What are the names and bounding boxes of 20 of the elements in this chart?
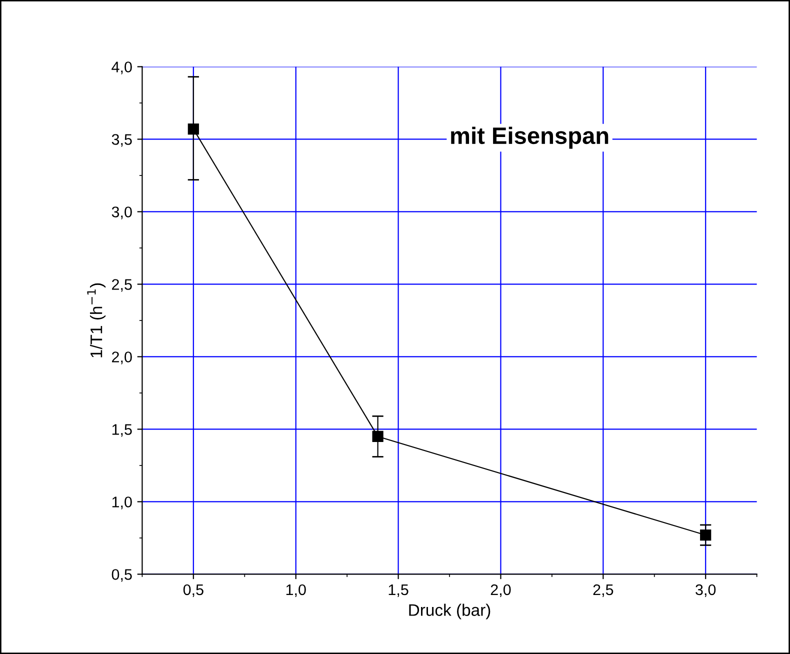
y-tick-label: 0,5 (112, 569, 132, 582)
x-tick-label: 1,5 (388, 584, 408, 597)
point (700, 530, 712, 541)
x-tick-label: 3,0 (696, 584, 716, 597)
y-tick-label: 1,5 (112, 424, 132, 437)
x-tick-label: 2,0 (490, 584, 511, 597)
y-tick-label: 2,0 (112, 352, 132, 364)
y-tick-label: 3,0 (112, 206, 132, 220)
x-tick-label: 2,5 (593, 584, 614, 597)
x-tick-label: 0,5 (183, 584, 204, 597)
y-tick-label: 3,5 (112, 134, 132, 147)
point (372, 430, 384, 442)
y-tick-label: 2,5 (112, 279, 132, 292)
annotation: mit Eisenspan (451, 126, 608, 149)
y-tick-label: 1,0 (112, 496, 132, 510)
point (188, 124, 199, 135)
y-tick-label: 4,0 (112, 62, 132, 74)
x-tick-label: 1,0 (286, 584, 306, 597)
x-axis-title: Druck (bar) (409, 604, 490, 620)
y-axis-title: 1/T1 (h$^{−1}$) (87, 283, 106, 358)
